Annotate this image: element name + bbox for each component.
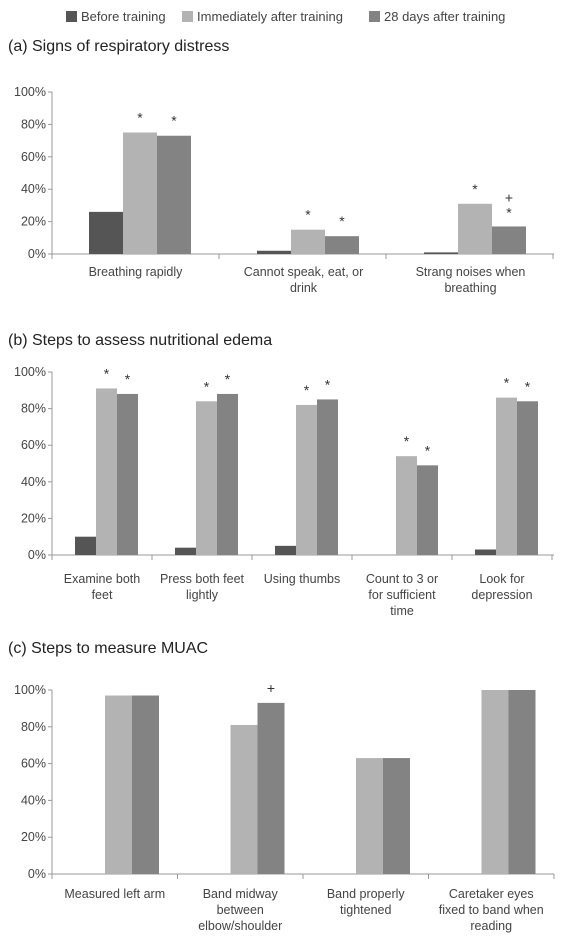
bar	[481, 690, 509, 874]
significance-marker: *	[204, 378, 210, 394]
significance-marker: *	[504, 375, 510, 391]
significance-marker: *	[339, 213, 345, 229]
bar	[217, 393, 238, 555]
bar	[496, 397, 517, 555]
y-tick-label: 80%	[21, 720, 46, 734]
significance-marker: + *	[505, 189, 513, 220]
panel-title: (c) Steps to measure MUAC	[8, 640, 208, 657]
y-tick-label: 60%	[21, 438, 46, 452]
significance-marker: *	[404, 433, 410, 449]
panel-title: (b) Steps to assess nutritional edema	[8, 332, 272, 349]
bar	[96, 388, 117, 555]
bar	[508, 690, 536, 874]
panel-c: (c) Steps to measure MUAC 0% 20% 40% 60% 80% 1…	[8, 640, 555, 933]
x-tick-label: Band properly tightened	[327, 887, 406, 917]
panel-title: (a) Signs of respiratory distress	[8, 38, 229, 55]
bar	[417, 465, 438, 555]
y-tick-label: 40%	[21, 475, 46, 489]
panels: (a) Signs of respiratory distress 0% 20% 40…	[8, 38, 555, 933]
y-tick-label: 60%	[21, 757, 46, 771]
legend-label: Before training	[81, 9, 166, 24]
y-tick-label: 100%	[14, 683, 46, 697]
bar	[157, 135, 191, 254]
bar	[89, 211, 123, 254]
y-tick-label: 80%	[21, 402, 46, 416]
bar	[105, 695, 132, 874]
bar	[458, 203, 492, 254]
bar	[356, 758, 383, 874]
bar	[275, 545, 296, 555]
significance-marker: *	[137, 110, 143, 126]
x-tick-label: Examine both feet	[64, 572, 140, 602]
significance-marker: *	[104, 365, 110, 381]
x-tick-label: Press both feet lightly	[160, 572, 245, 602]
bar	[396, 456, 417, 555]
legend-label: 28 days after training	[384, 9, 505, 24]
significance-marker: *	[325, 376, 331, 392]
y-tick-label: 20%	[21, 830, 46, 844]
y-tick-label: 0%	[28, 247, 46, 261]
bar	[291, 229, 325, 254]
bar	[75, 536, 96, 555]
bar	[325, 236, 359, 254]
significance-marker: *	[125, 371, 131, 387]
bar	[123, 132, 157, 254]
significance-marker: *	[425, 442, 431, 458]
legend-swatch	[369, 11, 380, 22]
legend: Before training Immediately after trainin…	[66, 9, 505, 24]
bar	[132, 695, 159, 874]
bar	[117, 393, 138, 555]
x-tick-label: Breathing rapidly	[89, 265, 184, 279]
bar	[257, 250, 291, 254]
significance-marker: *	[525, 378, 531, 394]
y-tick-label: 80%	[21, 117, 46, 131]
panel-b: (b) Steps to assess nutritional edema 0% 2…	[8, 332, 554, 618]
legend-swatch	[66, 11, 77, 22]
bar	[517, 401, 538, 555]
bar	[317, 399, 338, 555]
y-tick-label: 40%	[21, 793, 46, 807]
x-tick-label: Look for depression	[471, 572, 532, 602]
bar	[424, 252, 458, 254]
significance-marker: *	[225, 371, 231, 387]
bar	[383, 758, 410, 874]
bar	[230, 724, 258, 874]
bar	[492, 226, 526, 254]
significance-marker: *	[472, 181, 478, 197]
bar	[296, 404, 317, 555]
x-tick-label: Caretaker eyes fixed to band when reading	[439, 887, 544, 933]
x-tick-label: Measured left arm	[64, 887, 165, 901]
x-tick-label: Band midway between elbow/shoulder	[198, 887, 282, 933]
y-tick-label: 40%	[21, 182, 46, 196]
y-tick-label: 0%	[28, 867, 46, 881]
y-tick-label: 0%	[28, 548, 46, 562]
bar	[257, 702, 285, 874]
y-tick-label: 20%	[21, 215, 46, 229]
x-tick-label: Cannot speak, eat, or drink	[244, 265, 364, 295]
significance-marker: *	[304, 382, 310, 398]
y-tick-label: 20%	[21, 511, 46, 525]
significance-marker: *	[171, 113, 177, 129]
x-tick-label: Count to 3 or for sufficient time	[366, 572, 438, 618]
y-tick-label: 100%	[14, 85, 46, 99]
significance-marker: +	[267, 680, 275, 696]
x-tick-label: Using thumbs	[264, 572, 340, 586]
y-tick-label: 100%	[14, 365, 46, 379]
x-tick-label: Strang noises when breathing	[416, 265, 526, 295]
y-tick-label: 60%	[21, 150, 46, 164]
legend-swatch	[182, 11, 193, 22]
bar	[175, 547, 196, 555]
significance-marker: *	[305, 207, 311, 223]
bar	[196, 401, 217, 555]
panel-a: (a) Signs of respiratory distress 0% 20% 40…	[8, 38, 554, 295]
bar	[475, 549, 496, 555]
legend-label: Immediately after training	[197, 9, 343, 24]
